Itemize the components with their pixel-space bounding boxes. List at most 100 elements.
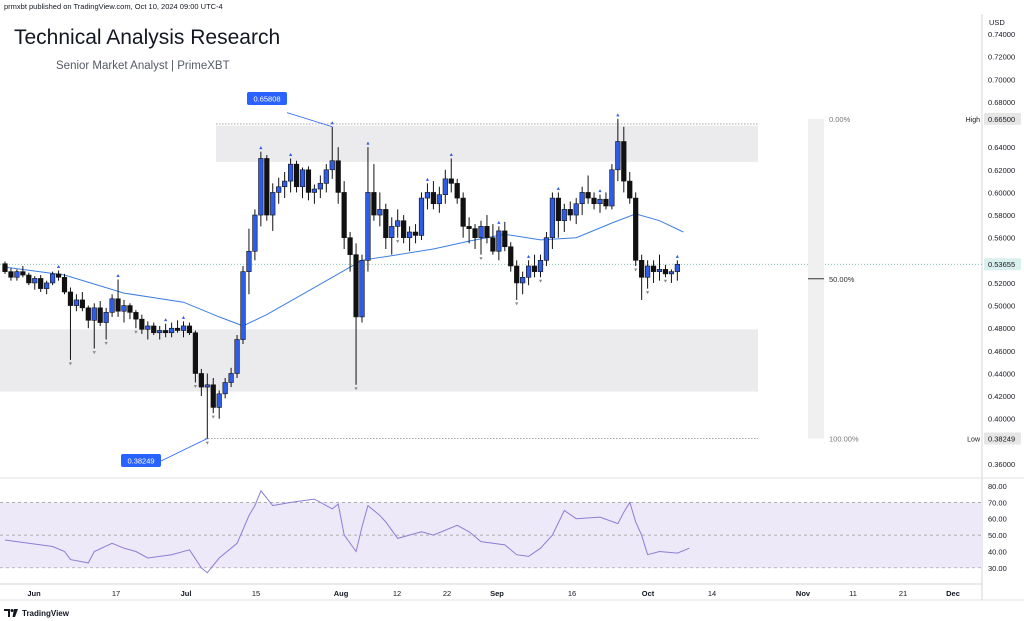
pivot-high-marker [616,113,620,117]
bearish-candle [514,265,520,284]
bullish-candle [180,325,187,331]
bearish-candle [585,192,591,199]
time-tick-label: 12 [393,589,401,598]
pivot-low-marker [515,302,519,306]
bullish-candle [543,237,550,261]
bullish-candle [329,160,335,171]
bearish-candle [347,237,353,255]
time-tick-label: Aug [334,589,349,598]
time-tick-label: Sep [490,589,504,598]
bearish-candle [430,192,437,205]
pivot-high-marker [330,121,334,125]
time-tick-label: 17 [112,589,120,598]
bearish-candle [67,291,74,306]
price-tick-label: 0.52000 [988,279,1015,288]
bullish-candle [424,192,431,199]
pivot-high-marker [598,189,602,193]
callout-low-leader [160,438,208,462]
footer-brand: TradingView [22,608,69,618]
bearish-candle [293,163,300,188]
bullish-candle [615,141,621,171]
bearish-candle [85,307,91,321]
price-tick-label: 0.56000 [988,234,1015,243]
low-tag-label: Low [967,437,981,444]
bearish-candle [401,220,407,238]
bearish-candle [8,271,14,278]
bullish-candle [573,203,579,216]
price-tick-label: 0.70000 [988,75,1015,84]
fib-0-label: 0.00% [829,115,851,124]
bullish-candle [216,393,222,408]
price-tick-label: 0.46000 [988,347,1015,356]
bearish-candle [26,274,32,284]
callout-high-text: 0.65808 [253,95,280,104]
bullish-candle [287,163,294,182]
bearish-candle [662,269,669,275]
pivot-high-marker [116,274,120,278]
bearish-candle [305,169,312,193]
pivot-high-marker [289,152,293,156]
price-tick-label: 0.50000 [988,302,1015,311]
pivot-high-marker [366,141,370,145]
time-tick-label: 21 [899,589,907,598]
bullish-candle [537,260,544,272]
bearish-candle [55,273,62,278]
bearish-candle [567,209,573,216]
bullish-candle [496,230,502,252]
bullish-candle [299,169,306,188]
bullish-candle [561,209,567,222]
time-tick-label: 11 [849,589,857,598]
time-tick-label: 15 [252,589,260,598]
bullish-candle [365,192,371,261]
bearish-candle [502,230,508,248]
zones-layer [0,123,982,439]
pivot-high-marker [449,152,453,156]
bullish-candle [246,250,252,272]
bearish-candle [555,197,561,222]
bearish-candle [490,237,496,252]
bearish-candle [151,325,157,334]
bullish-candle [359,260,365,318]
candles-layer [2,118,680,440]
pivot-low-marker [354,387,358,391]
tradingview-footer[interactable]: TradingView [0,605,69,621]
bearish-candle [621,141,627,182]
bearish-candle [448,178,454,184]
callout-high-box [247,92,287,105]
price-tick-label: 0.44000 [988,369,1015,378]
time-tick-label: Jul [181,589,192,598]
pivot-high-marker [527,254,531,258]
bullish-candle [609,169,615,207]
bullish-candle [442,178,448,195]
bearish-candle [186,325,193,334]
price-labels-layer: High 0.66500 Low 0.38249 0.53655 0.65808 0.382… [121,92,1021,467]
bearish-candle [133,312,139,320]
bearish-candle [97,307,103,323]
price-tick-label: 0.74000 [988,30,1015,39]
bullish-candle [436,194,442,205]
price-tick-label: 0.64000 [988,143,1015,152]
pivot-high-marker [556,186,560,190]
bearish-candle [591,197,597,205]
bearish-candle [192,332,199,374]
bullish-candle [520,276,526,284]
bullish-candle [240,271,246,340]
support-zone [0,329,758,392]
chart-title: Technical Analysis Research [14,26,280,49]
bearish-candle [412,231,419,236]
resistance-zone [216,125,758,162]
callout-high-leader [286,112,333,128]
pivot-low-marker [211,415,215,419]
price-axis: 0.74000 0.72000 0.70000 0.68000 0.64000 0.620… [988,30,1015,469]
callout-low-text: 0.38249 [127,457,154,466]
current-price-value: 0.53655 [988,260,1015,269]
bullish-candle [44,282,50,289]
bearish-candle [353,254,359,318]
bearish-candle [639,260,645,278]
bullish-candle [597,198,603,205]
bearish-candle [627,180,633,199]
price-tick-label: 0.62000 [988,166,1015,175]
bearish-candle [61,276,68,293]
bullish-candle [311,188,318,193]
